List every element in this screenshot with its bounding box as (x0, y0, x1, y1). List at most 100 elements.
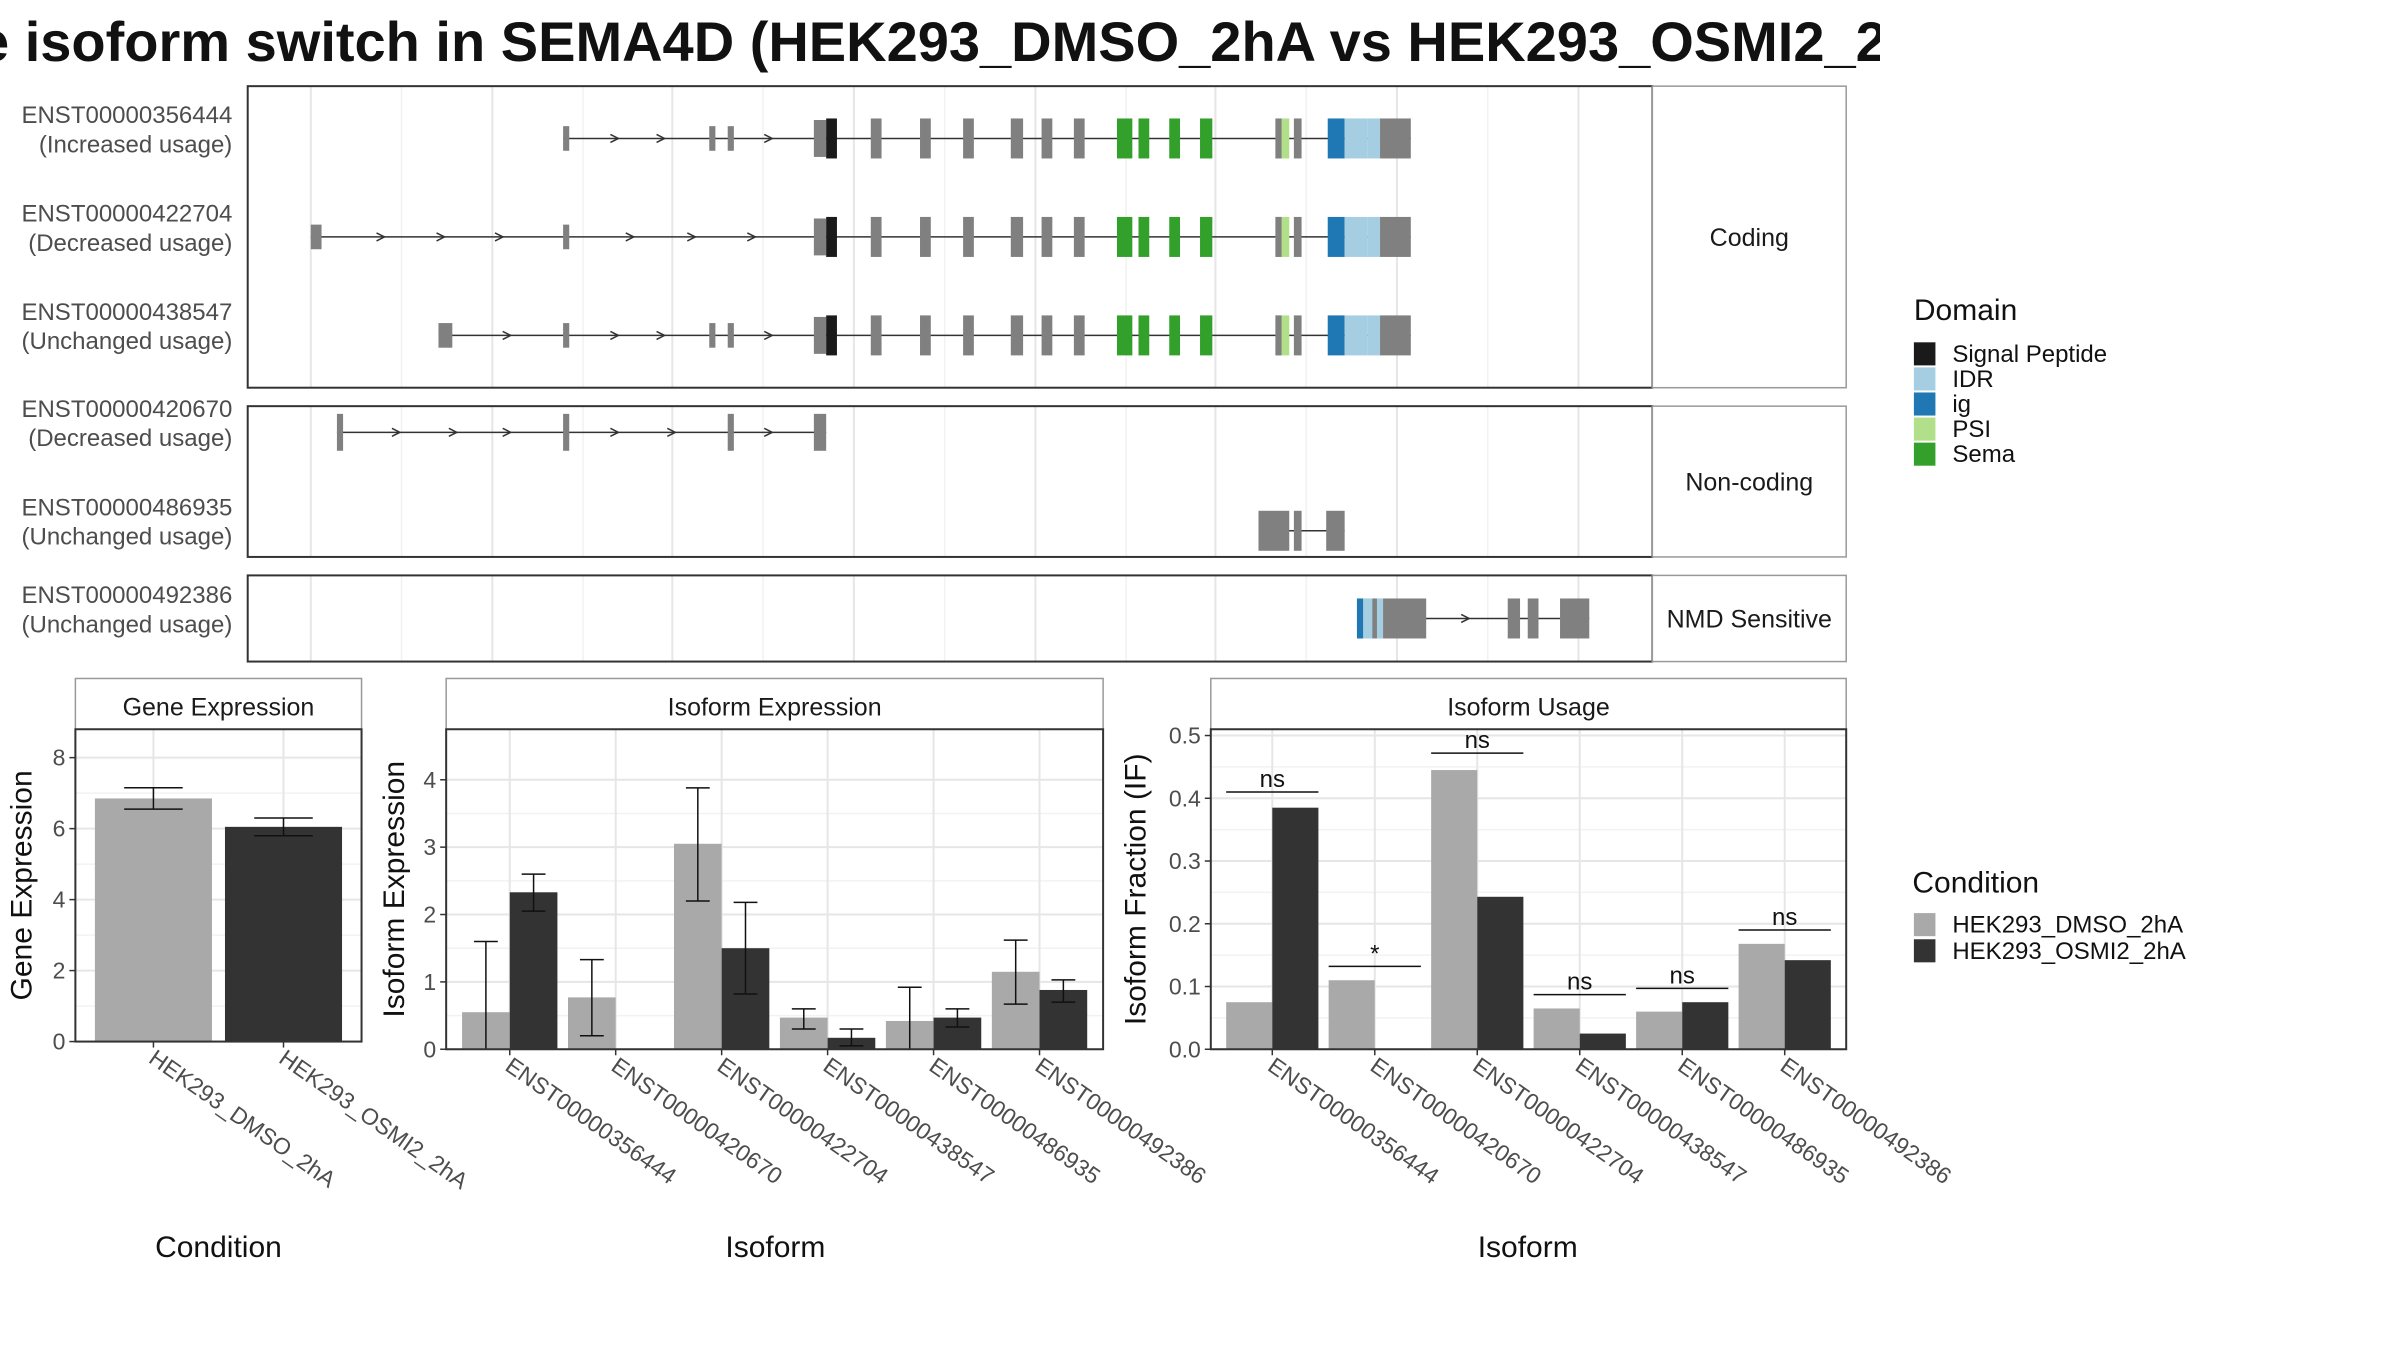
isoform-usage-label: (Increased usage) (39, 131, 232, 158)
domain-legend-label: PSI (1952, 416, 1991, 443)
y-tick-label: 0.5 (1169, 723, 1201, 749)
nmd-strip-label: NMD Sensitive (1667, 605, 1832, 633)
x-tick-label: ENST00000422704 (713, 1052, 894, 1189)
cds-exon-exon_default (1073, 315, 1085, 356)
domain-legend-key (1913, 367, 1936, 391)
cds-exon-exon_default (1010, 118, 1024, 159)
cds-exon-sema (1138, 216, 1150, 257)
exon (1293, 510, 1302, 551)
transcript-ENST00000492386: ENST00000492386(Unchanged usage) (21, 582, 1590, 639)
exon (1560, 598, 1590, 639)
cds-exon-exon_default (963, 118, 974, 159)
x-axis-title: Condition (155, 1231, 282, 1264)
cds-exon-sema (1116, 118, 1133, 159)
bar (1738, 943, 1785, 1050)
direction-arrow (763, 330, 774, 341)
exon (727, 413, 734, 451)
exon (336, 413, 344, 451)
significance-label: ns (1465, 727, 1490, 754)
cds-exon-ig (1327, 216, 1345, 257)
exon (727, 323, 734, 348)
chart-title: Gene Expression (123, 693, 315, 721)
x-tick-label: ENST00000438547 (819, 1052, 999, 1189)
direction-arrow (610, 133, 621, 144)
y-tick-label: 0.2 (1169, 911, 1201, 937)
exon (813, 316, 827, 354)
y-axis-title: Isoform Expression (378, 761, 411, 1018)
chart-1: Isoform Expression01234ENST00000356444EN… (378, 677, 1211, 1264)
bar (1533, 1008, 1580, 1050)
isoform-id-label: ENST00000492386 (21, 582, 232, 609)
x-tick-label: ENST00000356444 (501, 1052, 682, 1189)
y-tick-label: 0.1 (1169, 974, 1201, 1000)
direction-arrow (494, 232, 505, 242)
significance-label: ns (1260, 766, 1285, 793)
utr-exon (1380, 118, 1411, 159)
x-tick-label: ENST00000420670 (607, 1052, 787, 1189)
bar (1226, 1002, 1273, 1050)
bar (1272, 807, 1319, 1050)
isoform-id-label: ENST00000438547 (21, 299, 232, 326)
bar (94, 798, 212, 1042)
exon (563, 413, 570, 451)
cds-exon-exon_default (870, 315, 882, 356)
bar (1636, 1011, 1683, 1050)
domain-legend-label: IDR (1952, 366, 1993, 393)
cds-exon-exon_default (920, 118, 931, 159)
cds-exon-exon_default (1041, 118, 1053, 159)
y-tick-label: 4 (53, 887, 66, 913)
chart-panel-border (74, 728, 363, 1043)
significance-label: ns (1670, 962, 1695, 989)
direction-arrow (763, 427, 774, 437)
cds-exon-exon_default (963, 216, 974, 257)
cds-exon-idr (1367, 216, 1381, 257)
cds-exon-sema (1169, 216, 1181, 257)
direction-arrow (666, 427, 678, 437)
domain-legend-key (1913, 392, 1936, 416)
chart-title-strip (74, 677, 363, 730)
exon (1507, 598, 1521, 639)
direction-arrow (625, 232, 636, 242)
condition-legend-title: Condition (1912, 866, 2039, 899)
exon (727, 126, 734, 151)
plot-title: e isoform switch in SEMA4D (HEK293_DMSO_… (0, 10, 1880, 73)
exon (310, 224, 322, 250)
exon (1527, 598, 1539, 639)
x-tick-label: ENST00000422704 (1468, 1052, 1649, 1189)
bar (1328, 980, 1375, 1050)
transcript-ENST00000356444: ENST00000356444(Increased usage) (21, 102, 1411, 159)
cds-exon-ig (1327, 118, 1345, 159)
cds-exon-exon_default (1073, 118, 1085, 159)
direction-arrow (502, 330, 513, 341)
y-axis-title: Gene Expression (6, 770, 39, 1000)
x-tick-label: ENST00000486935 (925, 1052, 1105, 1189)
utr-exon (1380, 315, 1411, 356)
x-tick-label: ENST00000492386 (1031, 1052, 1211, 1189)
cds-exon-exon_default (1041, 216, 1053, 257)
cds-exon-signal_peptide (826, 216, 837, 257)
cds-exon-sema (1116, 216, 1133, 257)
isoform-usage-label: (Decreased usage) (28, 425, 232, 452)
transcript-ENST00000438547: ENST00000438547(Unchanged usage) (21, 299, 1411, 356)
y-tick-label: 8 (53, 745, 66, 771)
bar (1477, 896, 1524, 1050)
transcript-structure-panels: Coding Non-coding NMD Sensitive ENST0000035… (21, 85, 1847, 663)
x-axis-title: Isoform (1478, 1231, 1578, 1264)
exon (813, 120, 827, 157)
chart-panel-border (1209, 728, 1848, 1051)
cds-exon-exon_default (1041, 315, 1053, 356)
bar (224, 826, 343, 1042)
cds-exon-exon_default (1010, 315, 1024, 356)
cds-exon-sema (1169, 118, 1181, 159)
isoform-id-label: ENST00000420670 (21, 396, 232, 423)
cds-exon-exon_default (870, 118, 882, 159)
y-tick-label: 1 (423, 969, 436, 995)
y-tick-label: 0 (53, 1029, 66, 1055)
exon (709, 323, 716, 348)
cds-exon-exon_default (1010, 216, 1024, 257)
cds-exon-idr (1367, 315, 1381, 356)
domain-legend-label: Signal Peptide (1952, 341, 2107, 368)
cds-exon-exon_default (920, 315, 931, 356)
direction-arrow (1460, 613, 1471, 624)
